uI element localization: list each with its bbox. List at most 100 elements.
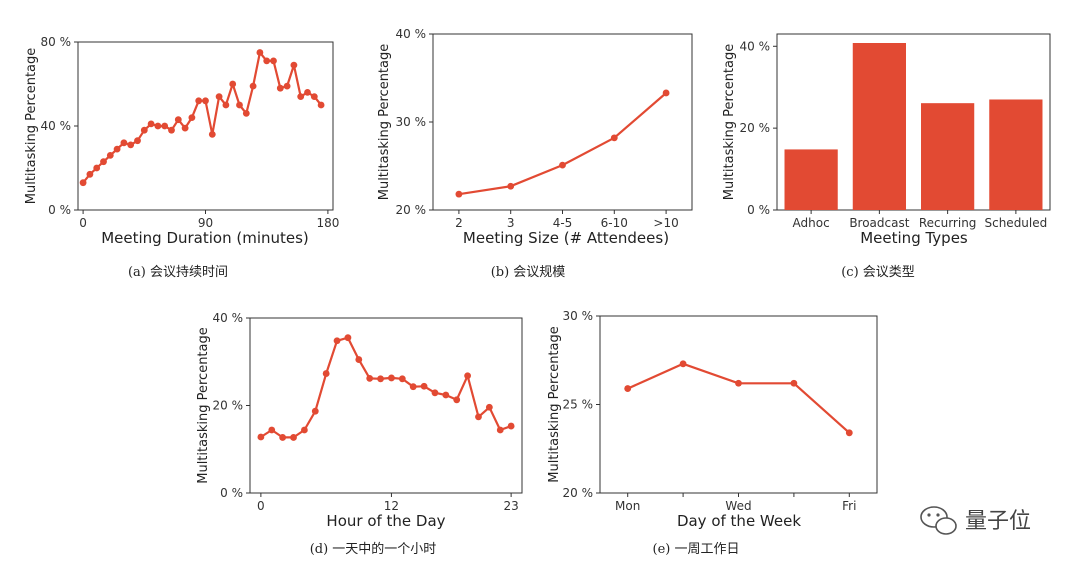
data-point xyxy=(263,57,271,65)
bar-scheduled xyxy=(989,99,1043,210)
panel-caption: (c) 会议类型 xyxy=(841,265,915,280)
plot-frame xyxy=(776,33,1051,211)
y-tick-label: 80 % xyxy=(41,35,72,49)
data-point xyxy=(344,334,352,342)
data-point xyxy=(276,84,284,92)
data-point xyxy=(485,403,493,411)
data-point xyxy=(409,383,417,391)
y-tick-label: 40 % xyxy=(396,27,427,41)
x-tick-label: Broadcast xyxy=(849,216,909,230)
plot-frame xyxy=(249,317,523,494)
data-point xyxy=(113,145,121,153)
data-point xyxy=(127,141,135,149)
x-axis: 0 90 180 xyxy=(79,210,339,230)
bar-broadcast xyxy=(852,43,906,210)
x-axis: 0 12 23 xyxy=(257,493,519,513)
x-tick-label: Adhoc xyxy=(793,216,830,230)
data-point xyxy=(610,134,618,142)
x-tick-label: >10 xyxy=(653,216,678,230)
data-point xyxy=(304,89,311,96)
x-tick-label: 12 xyxy=(384,499,399,513)
data-point xyxy=(310,93,318,100)
watermark: 量子位 xyxy=(920,506,1031,535)
y-tick-label: 0 % xyxy=(48,203,71,217)
data-point xyxy=(559,161,566,169)
y-axis-label: Multitasking Percentage xyxy=(24,48,39,205)
data-point xyxy=(242,110,250,117)
data-point xyxy=(297,93,305,100)
data-point xyxy=(301,426,308,434)
plot-frame xyxy=(599,315,878,494)
series-line xyxy=(82,51,322,184)
data-point xyxy=(174,116,182,124)
data-point xyxy=(86,170,94,178)
x-tick-label: 4-5 xyxy=(553,216,573,230)
y-tick-label: 40 % xyxy=(740,39,771,53)
x-tick-label: 3 xyxy=(507,216,515,230)
series-line xyxy=(627,362,851,434)
y-axis-label: Multitasking Percentage xyxy=(722,44,737,201)
data-point xyxy=(229,80,237,88)
data-point xyxy=(222,101,230,109)
data-point xyxy=(845,429,853,437)
data-point xyxy=(507,182,515,190)
y-axis: 0 % 20 % 40 % xyxy=(213,311,250,500)
data-point xyxy=(790,379,798,387)
panel-caption: (e) 一周工作日 xyxy=(653,542,740,557)
data-point xyxy=(100,158,107,166)
panel-e: 20 % 25 % 30 % Mon Wed Fri Day of the Week Mult… xyxy=(547,309,878,557)
y-tick-label: 30 % xyxy=(396,115,427,129)
data-point xyxy=(333,337,341,345)
x-axis-label: Meeting Types xyxy=(860,229,968,247)
data-point xyxy=(317,101,325,109)
data-point xyxy=(464,372,471,380)
data-point xyxy=(455,190,463,198)
panel-d: 0 % 20 % 40 % 0 12 23 Hour of the Day Multitask… xyxy=(196,311,523,557)
data-point xyxy=(106,152,114,159)
data-point xyxy=(279,434,287,441)
y-axis: 20 % 25 % 30 % xyxy=(563,309,600,500)
y-axis: 20 % 30 % 40 % xyxy=(396,27,433,217)
data-point xyxy=(475,413,482,421)
data-point xyxy=(120,139,128,147)
data-point xyxy=(202,97,209,105)
y-tick-label: 40 % xyxy=(213,311,244,325)
x-tick-label: Wed xyxy=(725,499,751,513)
data-point xyxy=(147,120,155,128)
y-tick-label: 20 % xyxy=(563,486,594,500)
y-tick-label: 40 % xyxy=(41,119,72,133)
x-axis-label: Meeting Size (# Attendees) xyxy=(463,229,669,247)
data-point xyxy=(366,374,374,382)
y-tick-label: 20 % xyxy=(213,399,244,413)
data-point xyxy=(420,382,428,390)
data-point xyxy=(290,434,297,441)
data-point xyxy=(507,422,515,430)
data-point xyxy=(268,426,276,434)
x-tick-label: 180 xyxy=(316,216,339,230)
watermark-text: 量子位 xyxy=(965,509,1031,534)
data-point xyxy=(93,164,101,172)
plot-frame xyxy=(432,33,693,211)
series-line xyxy=(458,92,667,196)
x-tick-label: 0 xyxy=(257,499,265,513)
data-point xyxy=(188,114,196,121)
panel-a: 0 % 40 % 80 % 0 90 180 Meeting Duration (minut… xyxy=(24,35,339,280)
data-point xyxy=(431,389,439,397)
x-tick-label: Recurring xyxy=(919,216,977,230)
data-point xyxy=(256,49,264,56)
x-axis: Adhoc Broadcast Recurring Scheduled xyxy=(793,210,1047,230)
panel-caption: (d) 一天中的一个小时 xyxy=(310,541,437,557)
bar-adhoc xyxy=(784,149,838,210)
y-tick-label: 25 % xyxy=(563,398,594,412)
data-point xyxy=(311,407,319,415)
data-point xyxy=(140,126,148,134)
x-tick-label: Mon xyxy=(615,499,640,513)
y-tick-label: 30 % xyxy=(563,309,594,323)
y-axis-label: Multitasking Percentage xyxy=(196,327,211,484)
data-point xyxy=(283,82,291,90)
y-tick-label: 0 % xyxy=(220,486,243,500)
x-tick-label: 6-10 xyxy=(601,216,628,230)
x-axis-label: Meeting Duration (minutes) xyxy=(101,229,309,247)
data-point xyxy=(398,375,406,383)
data-point xyxy=(388,374,395,382)
